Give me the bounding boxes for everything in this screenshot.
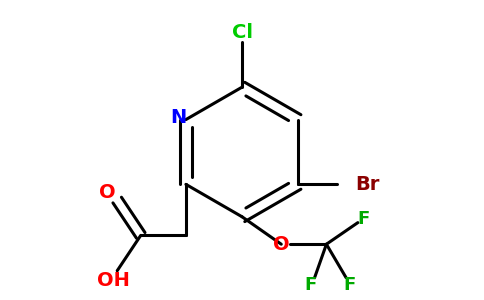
Text: N: N [171,108,187,127]
Text: Br: Br [355,175,379,194]
Text: F: F [304,276,317,294]
Text: F: F [344,276,356,294]
Text: F: F [358,211,370,229]
Text: O: O [273,235,289,254]
Text: OH: OH [97,271,130,290]
Text: O: O [99,183,116,202]
Text: Cl: Cl [231,23,253,42]
